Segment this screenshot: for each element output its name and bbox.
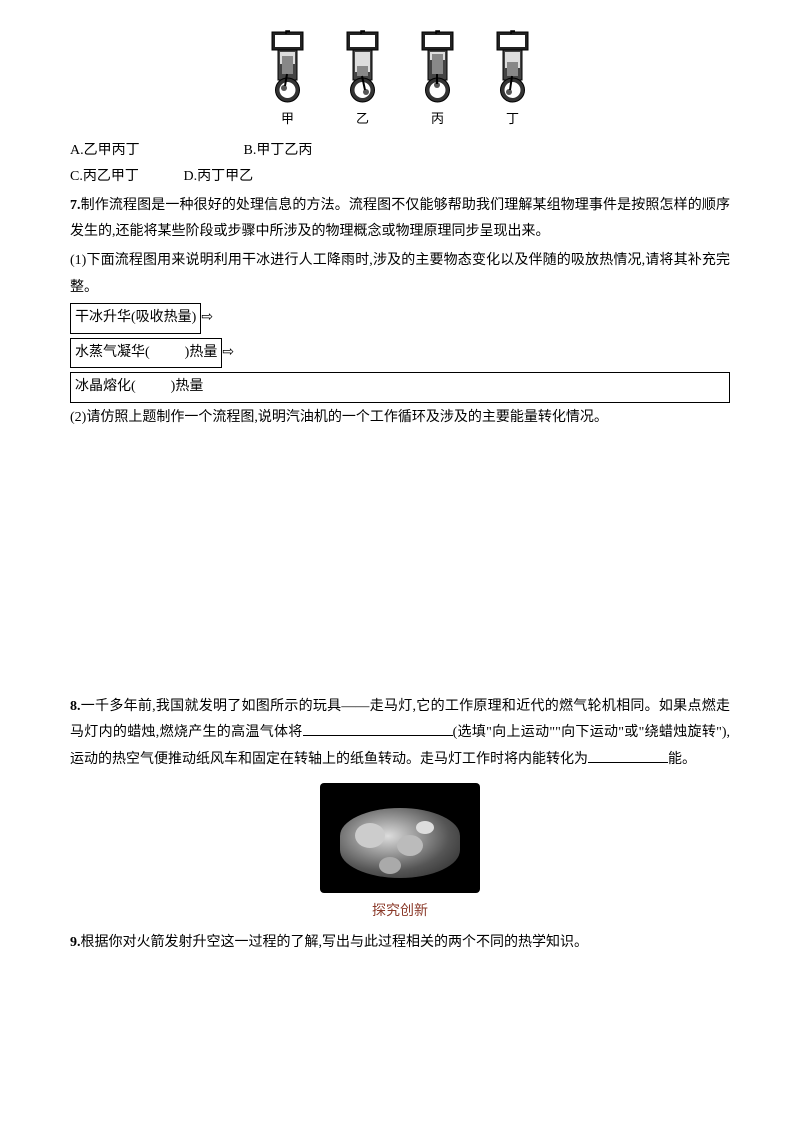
- blank-fill-2[interactable]: [588, 749, 668, 763]
- q7-stem: 7.制作流程图是一种很好的处理信息的方法。流程图不仅能够帮助我们理解某组物理事件…: [70, 193, 730, 246]
- engine-yi: 乙: [335, 30, 390, 132]
- engine-bing: 丙: [410, 30, 465, 132]
- option-c: C.丙乙甲丁: [70, 164, 180, 191]
- flow-box-2-post: )热量: [185, 345, 218, 360]
- option-a: A.乙甲丙丁: [70, 138, 240, 165]
- q9-number: 9.: [70, 935, 81, 950]
- arrow-icon: ⇨: [222, 345, 234, 360]
- blank-fill-1[interactable]: [303, 722, 453, 736]
- option-d: D.丙丁甲乙: [184, 169, 254, 184]
- q9-text: 9.根据你对火箭发射升空这一过程的了解,写出与此过程相关的两个不同的热学知识。: [70, 930, 730, 957]
- engine-label-jia: 甲: [281, 107, 294, 132]
- engine-label-yi: 乙: [356, 107, 369, 132]
- flow-row-2: 水蒸气凝华( )热量⇨: [70, 336, 730, 371]
- engine-icon: [335, 30, 390, 105]
- engine-label-ding: 丁: [506, 107, 519, 132]
- section-title: 探究创新: [70, 899, 730, 926]
- flow-box-3-post: )热量: [171, 379, 204, 394]
- flow-row-1: 干冰升华(吸收热量)⇨: [70, 301, 730, 336]
- engine-icon: [410, 30, 465, 105]
- flow-box-2: 水蒸气凝华( )热量: [70, 338, 222, 369]
- q7-number: 7.: [70, 198, 81, 213]
- q6-options-row2: C.丙乙甲丁 D.丙丁甲乙: [70, 164, 730, 191]
- q8-number: 8.: [70, 699, 81, 714]
- engine-diagram-row: 甲 乙 丙: [70, 30, 730, 132]
- q9-body: 根据你对火箭发射升空这一过程的了解,写出与此过程相关的两个不同的热学知识。: [81, 935, 589, 950]
- arrow-icon: ⇨: [201, 310, 213, 325]
- answer-space: [70, 432, 730, 692]
- engine-jia: 甲: [260, 30, 315, 132]
- flow-box-2-pre: 水蒸气凝华(: [75, 345, 150, 360]
- lantern-image-wrap: [70, 783, 730, 893]
- q6-options-row1: A.乙甲丙丁 B.甲丁乙丙: [70, 138, 730, 165]
- q7-stem-text: 制作流程图是一种很好的处理信息的方法。流程图不仅能够帮助我们理解某组物理事件是按…: [70, 198, 730, 240]
- q8-text: 8.一千多年前,我国就发明了如图所示的玩具——走马灯,它的工作原理和近代的燃气轮…: [70, 694, 730, 774]
- lantern-image: [320, 783, 480, 893]
- engine-ding: 丁: [485, 30, 540, 132]
- engine-icon: [485, 30, 540, 105]
- q7-part1: (1)下面流程图用来说明利用干冰进行人工降雨时,涉及的主要物态变化以及伴随的吸放…: [70, 248, 730, 301]
- engine-icon: [260, 30, 315, 105]
- q8-end: 能。: [668, 752, 696, 767]
- q7-part2: (2)请仿照上题制作一个流程图,说明汽油机的一个工作循环及涉及的主要能量转化情况…: [70, 405, 730, 432]
- flow-box-1: 干冰升华(吸收热量): [70, 303, 201, 334]
- option-b: B.甲丁乙丙: [244, 143, 313, 158]
- engine-label-bing: 丙: [431, 107, 444, 132]
- flow-box-3: 冰晶熔化( )热量: [70, 372, 730, 403]
- flow-box-3-pre: 冰晶熔化(: [75, 379, 136, 394]
